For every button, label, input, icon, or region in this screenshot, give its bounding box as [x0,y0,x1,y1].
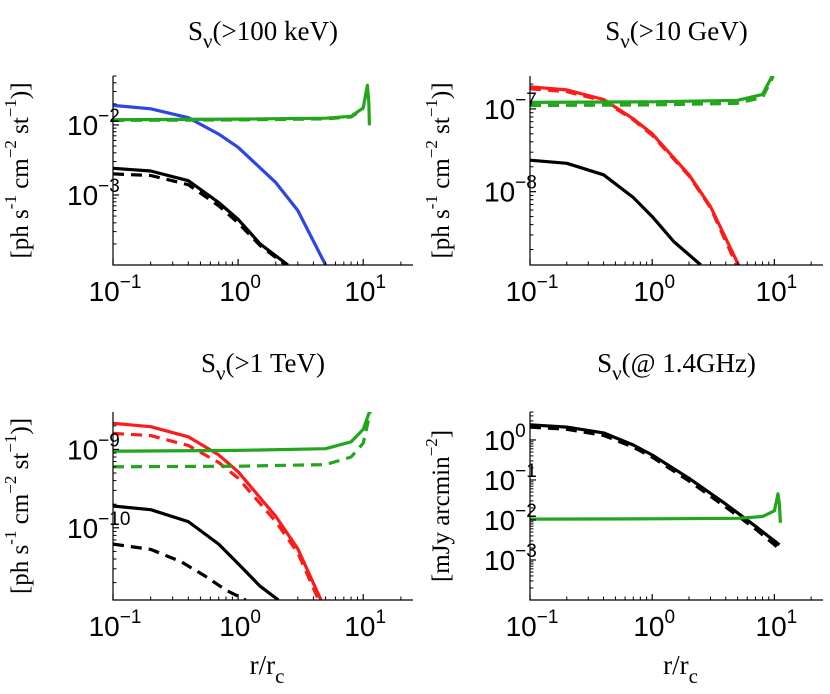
series-line-2-solid [113,166,289,265]
y-axis-label: [mJy arcmin−2] [422,430,455,582]
series-line-3-solid [530,158,702,265]
series-line-5-dashed [530,76,775,108]
series-line-1-solid [530,423,781,547]
y-tick-label: 10−2 [67,106,120,141]
series-line-5-dashed [113,107,365,122]
y-axis-label: [ph s-1 cm−2 st−1)] [1,418,34,594]
x-tick-label: 100 [633,272,675,307]
x-tick-label: 10−1 [89,607,142,642]
x-tick-label: 100 [219,272,261,307]
x-tick-label: 101 [756,272,798,307]
series-line-5-solid [113,412,371,453]
series-line-1-solid [113,103,328,265]
series-line-2-dashed [530,87,738,265]
chart-title: Sν(>10 GeV) [605,16,747,53]
y-axis-label: [ph s-1 cm−2 st−1)] [1,82,34,258]
x-tick-label: 100 [633,607,675,642]
y-tick-label: 10−7 [484,90,537,125]
x-axis-label: r/rc [663,650,698,688]
chart-panel-1: 10−1 100 101 10−3 10−2 Sν(>100 keV) [ph s-1 cm… [1,16,413,307]
series-group [530,76,775,265]
y-axis-label: [ph s-1 cm−2 st−1)] [422,82,455,258]
x-tick-label: 10−1 [89,272,142,307]
x-axis-label: r/rc [250,650,285,688]
series-line-1-solid [113,421,323,600]
chart-panel-2: 10−1 100 101 10−8 10−7 Sν(>10 GeV) [ph s-1 cm−… [422,16,823,307]
series-line-4-dashed [113,542,247,600]
series-line-3-dashed [113,172,287,265]
series-group [113,412,372,600]
chart-title: Sν(@ 1.4GHz) [597,348,756,385]
x-tick-label: 100 [219,607,261,642]
x-tick-label: 101 [344,272,386,307]
series-line-6-dashed [113,412,372,469]
series-group [530,423,782,551]
x-tick-label: 101 [344,607,386,642]
x-tick-label: 10−1 [506,607,559,642]
series-line-2-dashed [530,425,781,551]
y-tick-label: 10−1 [484,461,537,496]
y-tick-label: 10−3 [67,176,120,211]
axes-frame [112,412,413,601]
x-tick-label: 101 [756,607,798,642]
series-line-1-solid [530,85,741,265]
y-tick-label: 100 [484,421,526,456]
x-tick-label: 10−1 [506,272,559,307]
series-line-3-solid [530,492,782,523]
chart-title: Sν(>1 TeV) [201,348,325,385]
chart-title: Sν(>100 keV) [188,16,338,53]
series-group [113,83,371,265]
y-tick-label: 10−10 [67,509,130,544]
y-tick-label: 10−3 [484,541,537,576]
series-line-4-solid [113,83,371,126]
series-line-2-dashed [113,431,321,600]
series-line-3-solid [113,504,280,600]
y-tick-label: 10−8 [484,173,537,208]
chart-panel-3: 10−1 100 101 10−10 10−9 Sν(>1 TeV) [ph s-1 cm−… [1,348,413,688]
y-tick-label: 10−2 [484,501,537,536]
y-tick-label: 10−9 [67,430,120,465]
chart-panel-4: 10−1 100 101 10−3 10−2 10−1 100 Sν(@ 1.4GHz) [mJ… [422,348,823,688]
